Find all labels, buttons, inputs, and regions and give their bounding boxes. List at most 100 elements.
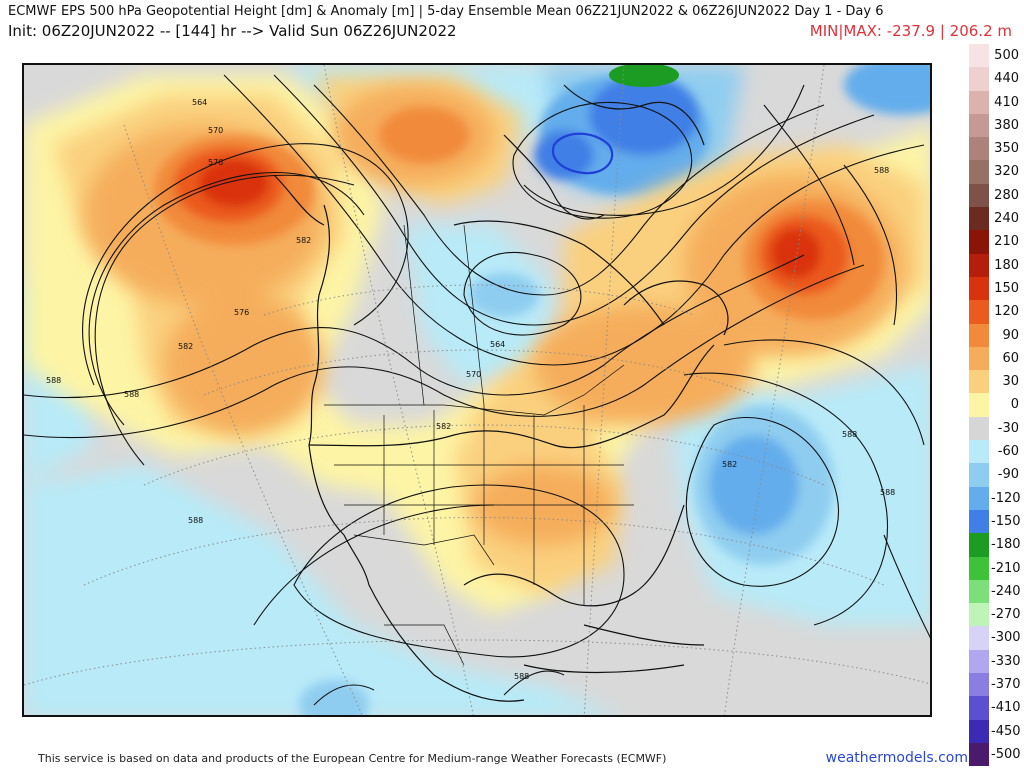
colorbar-entry: 30 [969, 370, 1019, 394]
contour-label: 582 [178, 342, 193, 351]
colorbar-swatch [969, 230, 989, 254]
colorbar-swatch [969, 440, 989, 464]
positive-anomaly-red [154, 107, 884, 320]
colorbar-entry: 210 [969, 230, 1019, 254]
colorbar-label: -370 [991, 677, 1021, 693]
colorbar-swatch [969, 160, 989, 184]
init-valid-line: Init: 06Z20JUN2022 -- [144] hr --> Valid… [8, 22, 457, 40]
colorbar-entry: 500 [969, 44, 1019, 68]
colorbar-entry: 120 [969, 300, 1019, 324]
colorbar-swatch [969, 137, 989, 161]
colorbar-swatch [969, 463, 989, 487]
colorbar-label: -410 [991, 700, 1021, 716]
height-contours [24, 74, 930, 706]
colorbar-swatch [969, 253, 989, 277]
colorbar-swatch [969, 603, 989, 627]
colorbar-entry: -120 [969, 486, 1021, 510]
contour-label: 582 [436, 422, 451, 431]
map-title: ECMWF EPS 500 hPa Geopotential Height [d… [8, 4, 884, 19]
contour-label: 588 [188, 516, 203, 525]
colorbar-swatch [969, 626, 989, 650]
colorbar-entry: -240 [969, 579, 1021, 604]
contour-label: 564 [192, 98, 207, 107]
map-panel: 564 570 576 576 582 588 588 588 564 570 … [22, 63, 932, 717]
colorbar-entry: 0 [969, 393, 1019, 417]
colorbar-entry: 60 [969, 346, 1019, 371]
colorbar-label: -180 [991, 537, 1021, 553]
colorbar-swatch [969, 696, 989, 720]
colorbar-label: -240 [991, 583, 1021, 599]
contour-label: 564 [490, 340, 505, 349]
colorbar-label: -150 [991, 513, 1021, 529]
colorbar-label: -300 [991, 630, 1021, 646]
colorbar-entry: -180 [969, 533, 1021, 557]
contour-labels: 564 570 576 576 582 588 588 588 564 570 … [46, 98, 895, 681]
colorbar-entry: -150 [969, 509, 1021, 534]
colorbar-label: 440 [994, 71, 1019, 87]
colorbar-label: 90 [1002, 327, 1019, 343]
colorbar-entry: -270 [969, 603, 1021, 627]
coastlines [273, 84, 729, 702]
contour-label: 582 [722, 460, 737, 469]
colorbar-entry: -30 [969, 416, 1019, 441]
contour-label: 576 [234, 308, 249, 317]
colorbar-label: 150 [994, 280, 1019, 296]
contour-label: 582 [296, 236, 311, 245]
colorbar-swatch [969, 579, 989, 604]
colorbar-entry: 90 [969, 323, 1019, 347]
colorbar-label: 120 [994, 304, 1019, 320]
ecmwf-credit: This service is based on data and produc… [38, 752, 667, 765]
colorbar-entry: 440 [969, 67, 1019, 91]
colorbar-entry: -60 [969, 440, 1019, 464]
colorbar-label: 320 [994, 164, 1019, 180]
colorbar-label: 380 [994, 117, 1019, 133]
colorbar-label: 30 [1002, 374, 1019, 390]
colorbar-label: 210 [994, 234, 1019, 250]
colorbar-label: -120 [991, 490, 1021, 506]
contour-label: 576 [208, 158, 223, 167]
colorbar-label: -330 [991, 653, 1021, 669]
colorbar-entry: 180 [969, 253, 1019, 277]
contour-label: 588 [842, 430, 857, 439]
colorbar-label: 410 [994, 94, 1019, 110]
colorbar-entry: 350 [969, 137, 1019, 161]
contour-label: 588 [124, 390, 139, 399]
colorbar-label: 500 [994, 48, 1019, 63]
colorbar-swatch [969, 67, 989, 91]
colorbar-entry: -450 [969, 719, 1021, 743]
site-link[interactable]: weathermodels.com [825, 750, 968, 766]
min-max-readout: MIN|MAX: -237.9 | 206.2 m [809, 22, 1012, 40]
colorbar-entry: -370 [969, 673, 1021, 697]
colorbar-label: -270 [991, 607, 1021, 623]
colorbar-swatch [969, 44, 989, 68]
colorbar-label: -450 [991, 723, 1021, 739]
contour-label: 570 [208, 126, 223, 135]
colorbar-entry: -500 [969, 742, 1021, 767]
anomaly-map: 564 570 576 576 582 588 588 588 564 570 … [24, 65, 930, 715]
colorbar-entry: 280 [969, 183, 1019, 208]
colorbar-swatch [969, 719, 989, 743]
colorbar-swatch [969, 346, 989, 371]
colorbar-entry: 240 [969, 207, 1019, 231]
colorbar-swatch [969, 183, 989, 208]
colorbar-label: 60 [1002, 350, 1019, 366]
anomaly-colorbar: 500 440 410 380 350 320 280 240 210 180 150 120 90 60… [969, 44, 1021, 767]
colorbar-swatch [969, 416, 989, 441]
colorbar-label: 0 [1010, 397, 1019, 413]
colorbar-entry: 380 [969, 113, 1019, 138]
contour-label: 570 [466, 370, 481, 379]
contour-label: 588 [514, 672, 529, 681]
colorbar-swatch [969, 533, 989, 557]
colorbar-swatch [969, 509, 989, 534]
colorbar-entry: -90 [969, 463, 1019, 487]
contour-label: 588 [874, 166, 889, 175]
political-borders [324, 224, 634, 666]
contour-label: 588 [880, 488, 895, 497]
colorbar-swatch [969, 207, 989, 231]
colorbar-swatch [969, 649, 989, 674]
colorbar-swatch [969, 742, 989, 767]
colorbar-swatch [969, 556, 989, 580]
colorbar-swatch [969, 393, 989, 417]
colorbar-label: 240 [994, 211, 1019, 227]
colorbar-swatch [969, 673, 989, 697]
